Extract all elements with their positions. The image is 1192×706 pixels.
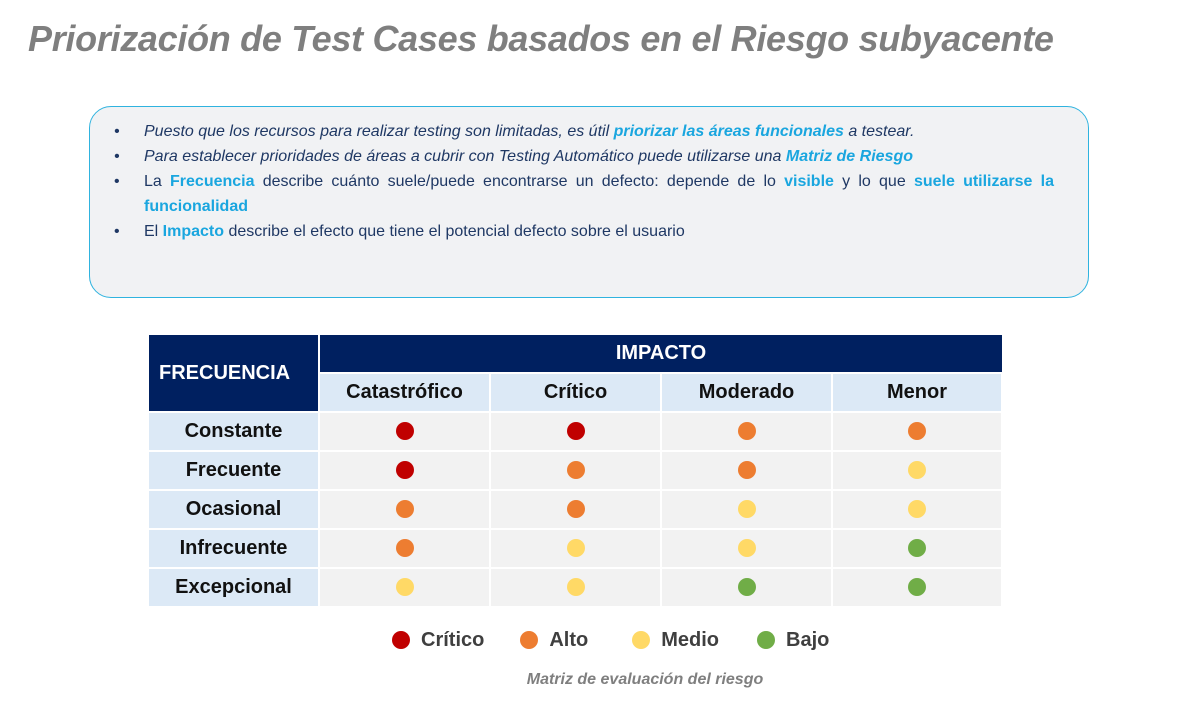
- frequency-row-label: Ocasional: [149, 489, 320, 529]
- impact-column-header: Menor: [832, 373, 1003, 412]
- legend-label: Crítico: [421, 628, 485, 651]
- info-box: • Puesto que los recursos para realizar …: [89, 106, 1089, 298]
- matrix-body: Constante Frecuente Ocasional Infrecuente Ex…: [149, 411, 1003, 606]
- legend-label: Alto: [549, 628, 589, 651]
- red-circle-icon: [395, 461, 414, 480]
- green-circle-icon: [908, 578, 926, 597]
- bullet-icon: •: [114, 223, 120, 240]
- bullet-text: describe cuánto suele/puede encontrarse …: [254, 173, 785, 190]
- legend-item-critico: Crítico: [392, 629, 484, 652]
- orange-circle-icon: [395, 539, 414, 558]
- yellow-circle-icon: [566, 578, 585, 597]
- matrix-cell: [832, 411, 1003, 451]
- bullet-highlight: Matriz de Riesgo: [785, 148, 913, 165]
- matrix-cell: [832, 489, 1003, 529]
- green-circle-icon: [908, 539, 926, 558]
- legend-item-medio: Medio: [632, 629, 719, 652]
- matrix-row: Excepcional: [149, 567, 1003, 606]
- bullet-text: y lo que: [833, 173, 914, 190]
- matrix-cell: [832, 567, 1003, 606]
- bullet-item: • Puesto que los recursos para realizar …: [114, 119, 1054, 144]
- impact-column-header: Catastrófico: [319, 373, 491, 412]
- bullet-highlight: visible: [784, 173, 834, 190]
- yellow-circle-icon: [908, 500, 926, 519]
- bullet-highlight: Frecuencia: [170, 173, 255, 190]
- yellow-circle-icon: [566, 539, 585, 558]
- matrix-cell: [319, 489, 491, 529]
- yellow-circle-icon: [908, 461, 926, 480]
- bullet-text: describe el efecto que tiene el potencia…: [224, 223, 685, 240]
- bullet-icon: •: [114, 123, 120, 140]
- orange-circle-icon: [737, 461, 756, 480]
- green-circle-icon: [737, 578, 756, 597]
- yellow-circle-icon: [737, 500, 756, 519]
- matrix-cell: [832, 528, 1003, 568]
- risk-matrix: FRECUENCIA IMPACTO Catastrófico Crítico …: [149, 335, 1003, 606]
- orange-circle-icon: [908, 422, 926, 441]
- impact-column-header: Crítico: [490, 373, 662, 412]
- bullet-icon: •: [114, 173, 120, 190]
- matrix-row: Constante: [149, 411, 1003, 451]
- orange-circle-icon: [395, 500, 414, 519]
- bullet-text: Puesto que los recursos para realizar te…: [144, 123, 614, 140]
- risk-legend: Crítico Alto Medio Bajo: [392, 626, 829, 654]
- matrix-cell: [490, 411, 662, 451]
- matrix-row: Frecuente: [149, 450, 1003, 490]
- bullet-list: • Puesto que los recursos para realizar …: [114, 119, 1054, 244]
- red-circle-icon: [392, 631, 410, 649]
- bullet-item: • Para establecer prioridades de áreas a…: [114, 144, 1054, 169]
- matrix-row: Ocasional: [149, 489, 1003, 529]
- legend-label: Medio: [661, 628, 720, 651]
- red-circle-icon: [566, 422, 585, 441]
- orange-circle-icon: [520, 631, 539, 649]
- yellow-circle-icon: [737, 539, 756, 558]
- matrix-cell: [319, 528, 491, 568]
- matrix-cell: [661, 411, 833, 451]
- bullet-item: • La Frecuencia describe cuánto suele/pu…: [114, 169, 1054, 219]
- matrix-row: Infrecuente: [149, 528, 1003, 568]
- bullet-text: Para establecer prioridades de áreas a c…: [144, 148, 786, 165]
- matrix-cell: [661, 567, 833, 606]
- matrix-cell: [319, 567, 491, 606]
- bullet-text: El: [144, 223, 163, 240]
- matrix-cell: [490, 567, 662, 606]
- matrix-cell: [490, 450, 662, 490]
- matrix-cell: [490, 528, 662, 568]
- red-circle-icon: [395, 422, 414, 441]
- legend-item-alto: Alto: [520, 629, 588, 652]
- bullet-text: a testear.: [843, 123, 915, 140]
- frequency-row-label: Infrecuente: [149, 528, 320, 568]
- matrix-cell: [319, 411, 491, 451]
- matrix-caption: Matriz de evaluación del riesgo: [526, 671, 764, 688]
- bullet-icon: •: [114, 148, 120, 165]
- bullet-highlight: suele utilizarse la funcionalidad: [144, 173, 1054, 215]
- matrix-cell: [661, 489, 833, 529]
- orange-circle-icon: [566, 500, 585, 519]
- frequency-row-label: Excepcional: [149, 567, 320, 606]
- matrix-cell: [661, 528, 833, 568]
- frequency-row-label: Constante: [149, 411, 320, 451]
- matrix-cell: [832, 450, 1003, 490]
- yellow-circle-icon: [395, 578, 414, 597]
- legend-label: Bajo: [786, 628, 830, 651]
- matrix-cell: [661, 450, 833, 490]
- legend-item-bajo: Bajo: [757, 629, 829, 652]
- orange-circle-icon: [737, 422, 756, 441]
- yellow-circle-icon: [632, 631, 651, 649]
- bullet-item: • El Impacto describe el efecto que tien…: [114, 219, 1054, 244]
- impact-column-header: Moderado: [661, 373, 833, 412]
- green-circle-icon: [757, 631, 776, 649]
- bullet-highlight: priorizar las áreas funcionales: [613, 123, 844, 140]
- bullet-text: La: [144, 173, 171, 190]
- matrix-cell: [319, 450, 491, 490]
- orange-circle-icon: [566, 461, 585, 480]
- frequency-row-label: Frecuente: [149, 450, 320, 490]
- frequency-header: FRECUENCIA: [149, 335, 320, 412]
- page-title: Priorización de Test Cases basados en el…: [28, 18, 1054, 59]
- bullet-highlight: Impacto: [162, 223, 225, 240]
- matrix-cell: [490, 489, 662, 529]
- impact-header: IMPACTO: [319, 335, 1002, 374]
